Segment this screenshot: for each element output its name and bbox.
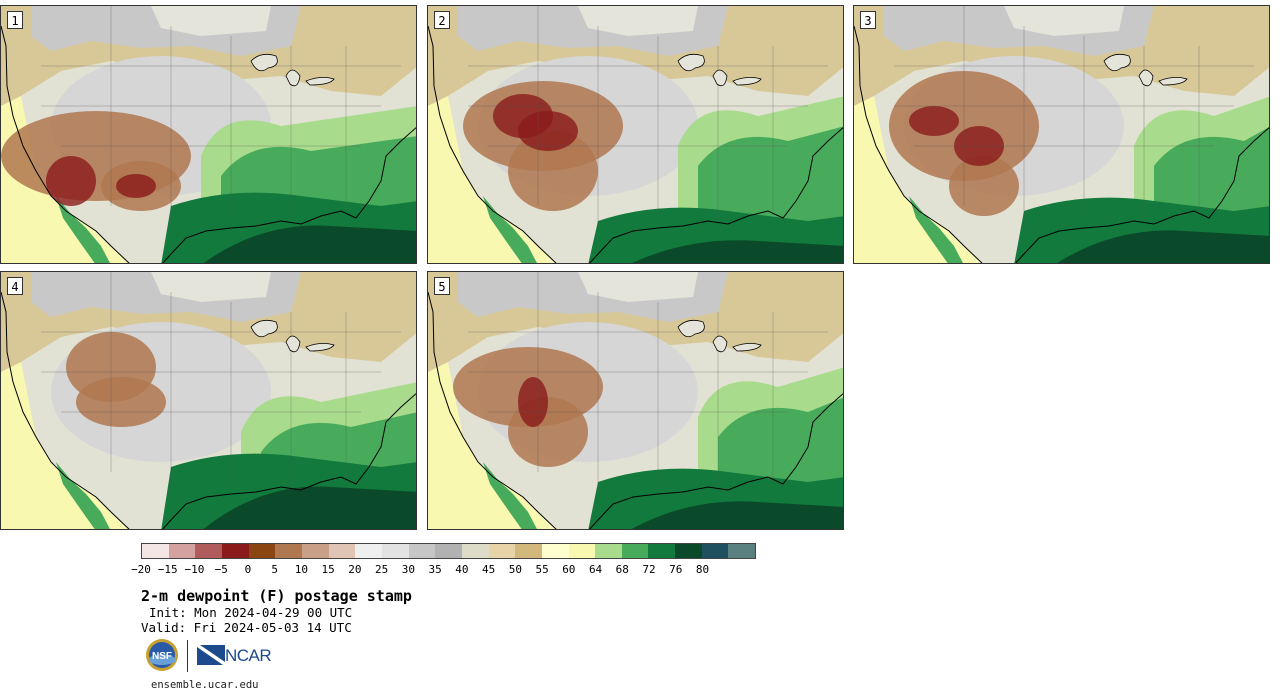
colorbar-tick-label: 15 xyxy=(321,563,335,576)
colorbar-tick-label: 64 xyxy=(588,563,603,576)
ensemble-member-panel-5: 5 xyxy=(427,271,844,530)
colorbar-tick-label: −5 xyxy=(214,563,228,576)
colorbar-segment xyxy=(301,544,329,558)
dewpoint-map-1 xyxy=(1,6,416,263)
dewpoint-map-5 xyxy=(428,272,843,529)
nsf-logo-icon: NSF xyxy=(146,639,178,671)
colorbar-tick-label: 35 xyxy=(428,563,442,576)
colorbar-tick-label: 50 xyxy=(508,563,522,576)
colorbar-tick-label: 40 xyxy=(455,563,469,576)
ensemble-member-panel-3: 3 xyxy=(853,5,1270,264)
colorbar-tick-label: −10 xyxy=(184,563,205,576)
member-number-label: 3 xyxy=(860,11,876,29)
ensemble-member-panel-1: 1 xyxy=(0,5,417,264)
colorbar-tick-label: 55 xyxy=(535,563,549,576)
colorbar-segment xyxy=(515,544,542,558)
member-number-label: 2 xyxy=(434,11,450,29)
colorbar-tick-label: −20 xyxy=(131,563,151,576)
colorbar-segment xyxy=(435,544,462,558)
colorbar-segment xyxy=(275,544,302,558)
colorbar-segment xyxy=(675,544,702,558)
colorbar-segment xyxy=(701,544,729,558)
colorbar-segment xyxy=(488,544,516,558)
chart-title: 2-m dewpoint (F) postage stamp xyxy=(141,587,412,605)
svg-text:NSF: NSF xyxy=(152,651,172,662)
colorbar-segment xyxy=(728,544,756,558)
colorbar-segment xyxy=(355,544,382,558)
colorbar-tick-label: 5 xyxy=(271,563,278,576)
colorbar-tick-label: 72 xyxy=(642,563,656,576)
site-url: ensemble.ucar.edu xyxy=(151,679,259,691)
ensemble-member-panel-4: 4 xyxy=(0,271,417,530)
colorbar-segment xyxy=(195,544,222,558)
logo-divider xyxy=(187,640,188,672)
ensemble-member-panel-2: 2 xyxy=(427,5,844,264)
colorbar-segment xyxy=(621,544,649,558)
colorbar-tick-label: 0 xyxy=(244,563,252,576)
colorbar-tick-label: 30 xyxy=(401,563,416,576)
colorbar-tick-label: 68 xyxy=(615,563,629,576)
colorbar-segment xyxy=(381,544,409,558)
dewpoint-map-4 xyxy=(1,272,416,529)
ncar-logo-text: NCAR xyxy=(225,646,272,665)
valid-time: Valid: Fri 2024-05-03 14 UTC xyxy=(141,620,352,635)
colorbar-segment xyxy=(541,544,569,558)
colorbar-segment xyxy=(648,544,676,558)
colorbar-tick-labels: −20 −15 −10 −5 0 5 10 15 20 25 30 35 40 45 50 55 60 64 68 7… xyxy=(131,563,756,577)
colorbar-tick-label: 45 xyxy=(481,563,496,576)
colorbar-tick-label: 60 xyxy=(562,563,576,576)
colorbar-segment xyxy=(142,544,169,558)
colorbar-tick-label: 10 xyxy=(294,563,309,576)
colorbar-tick-label: 20 xyxy=(348,563,362,576)
member-number-label: 5 xyxy=(434,277,450,295)
colorbar-tick-label: 25 xyxy=(375,563,389,576)
colorbar-tick-label: −15 xyxy=(157,563,178,576)
colorbar-segment xyxy=(221,544,249,558)
dewpoint-colorbar xyxy=(141,543,756,559)
colorbar-segment xyxy=(248,544,276,558)
colorbar-segment xyxy=(168,544,196,558)
colorbar-segment xyxy=(568,544,596,558)
init-time: Init: Mon 2024-04-29 00 UTC xyxy=(149,605,353,620)
dewpoint-map-2 xyxy=(428,6,843,263)
colorbar-segment xyxy=(408,544,436,558)
ncar-logo-icon xyxy=(197,645,225,665)
dewpoint-map-3 xyxy=(854,6,1269,263)
colorbar-segment xyxy=(328,544,356,558)
sponsor-logos: NSF NCAR xyxy=(145,638,275,674)
colorbar-tick-label: 76 xyxy=(669,563,683,576)
member-number-label: 1 xyxy=(7,11,23,29)
member-number-label: 4 xyxy=(7,277,23,295)
colorbar-tick-label: 80 xyxy=(695,563,710,576)
colorbar-segment xyxy=(595,544,622,558)
colorbar-segment xyxy=(461,544,489,558)
